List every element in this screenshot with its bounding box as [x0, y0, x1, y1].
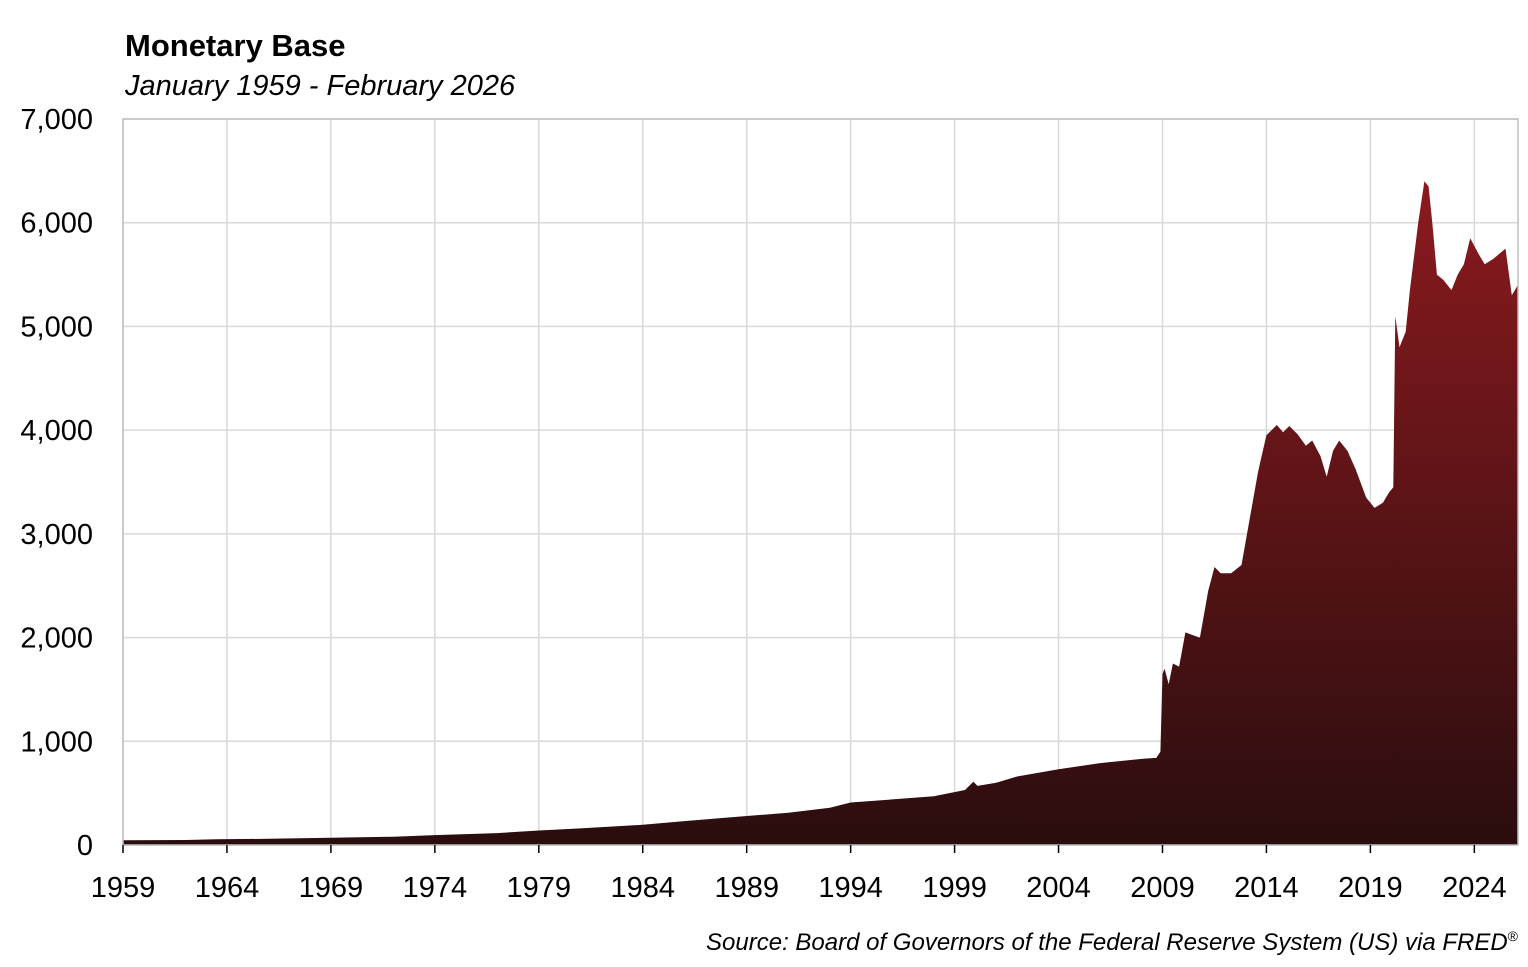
x-tick-label: 1989: [714, 872, 779, 904]
x-tick-label: 1979: [507, 872, 572, 904]
x-tick-label: 1999: [922, 872, 987, 904]
chart-subtitle: January 1959 - February 2026: [125, 70, 516, 102]
x-tick-label: 1959: [91, 872, 156, 904]
y-tick-label: 4,000: [20, 415, 93, 447]
x-tick-label: 1974: [403, 872, 468, 904]
x-tick-label: 1984: [610, 872, 675, 904]
plot-frame: [122, 118, 1519, 846]
registered-mark: ®: [1507, 928, 1518, 944]
x-tick-label: 1969: [299, 872, 364, 904]
x-tick-label: 2014: [1234, 872, 1299, 904]
y-axis: 0 1,000 2,000 3,000 4,000 5,000 6,000 7,000: [20, 104, 93, 862]
y-tick-label: 2,000: [20, 623, 93, 655]
x-tick-label: 2024: [1442, 872, 1507, 904]
y-tick-label: 7,000: [20, 104, 93, 136]
y-tick-label: 3,000: [20, 519, 93, 551]
x-tick-label: 2004: [1026, 872, 1091, 904]
x-tick-label: 2019: [1338, 872, 1403, 904]
source-text: Source: Board of Governors of the Federa…: [706, 929, 1508, 956]
chart-title: Monetary Base: [125, 28, 346, 63]
source-note: Source: Board of Governors of the Federa…: [706, 928, 1518, 957]
y-tick-label: 0: [77, 830, 93, 862]
x-axis: 1959 1964 1969 1974 1979 1984 1989 1994 1999 2004…: [91, 845, 1507, 904]
y-tick-label: 5,000: [20, 311, 93, 343]
x-tick-label: 1994: [818, 872, 883, 904]
x-tick-label: 1964: [195, 872, 260, 904]
monetary-base-area: [123, 181, 1518, 845]
x-tick-label: 2009: [1130, 872, 1195, 904]
y-tick-label: 6,000: [20, 208, 93, 240]
y-tick-label: 1,000: [20, 726, 93, 758]
